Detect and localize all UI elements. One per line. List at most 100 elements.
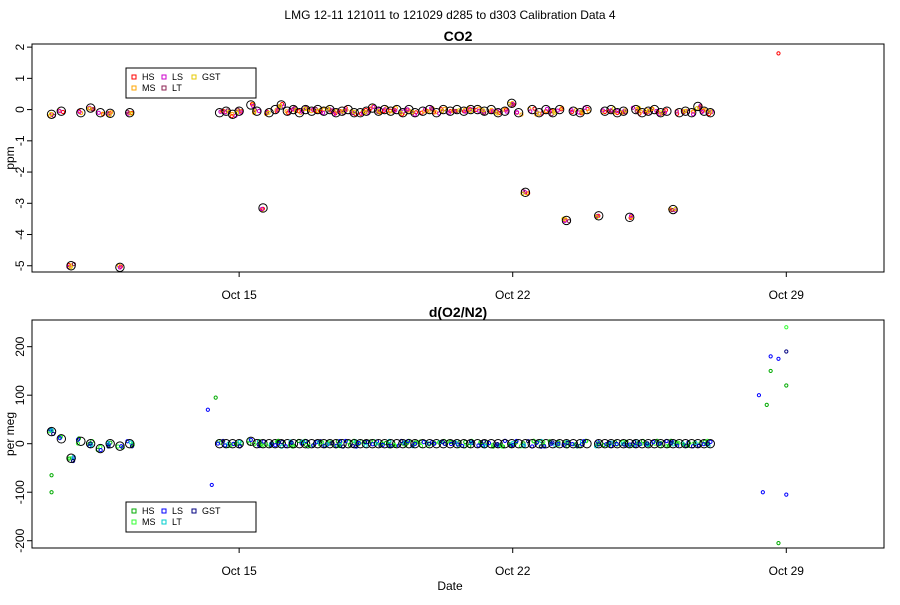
x-tick-label: Oct 22 xyxy=(495,288,531,302)
y-tick-label: 0 xyxy=(13,106,27,113)
data-point xyxy=(398,110,403,115)
mean-marker xyxy=(398,108,408,118)
data-point xyxy=(784,383,789,388)
y-tick-label: -3 xyxy=(13,198,27,209)
data-point xyxy=(556,441,561,446)
data-point xyxy=(426,441,431,446)
data-point xyxy=(504,109,509,114)
legend-label: GST xyxy=(202,72,221,82)
mean-marker xyxy=(520,439,531,449)
data-point xyxy=(469,440,474,445)
legend-label: GST xyxy=(202,506,221,516)
x-tick-label: Oct 22 xyxy=(495,564,531,578)
legend-swatch xyxy=(131,85,137,91)
mean-marker xyxy=(513,439,524,449)
mean-marker xyxy=(227,439,238,449)
data-point xyxy=(623,110,628,115)
mean-marker xyxy=(554,104,565,115)
data-point xyxy=(768,368,773,374)
data-point xyxy=(221,438,226,444)
data-point xyxy=(481,108,486,113)
legend-swatch xyxy=(161,519,167,525)
data-point xyxy=(75,441,81,446)
data-point xyxy=(237,439,242,444)
data-point xyxy=(645,441,650,446)
mean-marker xyxy=(325,104,335,115)
legend-box xyxy=(125,501,257,533)
mean-marker xyxy=(705,108,715,118)
legend-label: LT xyxy=(172,517,182,527)
mean-marker xyxy=(115,262,125,273)
x-tick-label: Oct 29 xyxy=(769,288,805,302)
mean-marker xyxy=(582,104,592,115)
data-point xyxy=(77,109,82,115)
mean-marker xyxy=(294,439,305,449)
data-point xyxy=(393,108,398,113)
data-point xyxy=(682,109,688,114)
x-tick-label: Oct 29 xyxy=(769,564,805,578)
mean-marker xyxy=(649,104,660,115)
mean-marker xyxy=(452,439,462,449)
mean-marker xyxy=(606,104,616,115)
mean-marker xyxy=(76,436,86,446)
data-point xyxy=(276,438,281,443)
mean-marker xyxy=(343,439,353,449)
y-tick-label: 200 xyxy=(13,336,27,356)
mean-marker xyxy=(234,106,244,116)
plot-frame xyxy=(31,319,885,549)
data-point xyxy=(49,490,54,495)
data-point xyxy=(371,104,376,110)
mean-marker xyxy=(56,434,67,444)
data-point xyxy=(690,109,695,114)
plot-frame xyxy=(31,43,885,273)
legend-swatch xyxy=(191,74,197,80)
data-point xyxy=(669,441,674,446)
mean-marker xyxy=(500,106,510,116)
data-point xyxy=(702,107,707,112)
data-point xyxy=(614,441,619,447)
mean-marker xyxy=(466,439,476,449)
mean-marker xyxy=(575,439,585,449)
legend-swatch xyxy=(131,74,137,80)
data-point xyxy=(306,443,311,449)
mean-marker xyxy=(705,439,715,449)
data-point xyxy=(87,106,92,111)
data-point xyxy=(651,440,656,445)
mean-marker xyxy=(258,203,268,213)
legend-box xyxy=(125,67,257,99)
mean-marker xyxy=(404,104,414,115)
mean-marker xyxy=(686,108,697,118)
mean-marker xyxy=(221,106,231,116)
y-axis-label: ppm xyxy=(3,146,17,169)
data-point xyxy=(256,108,262,114)
mean-marker xyxy=(56,106,67,116)
data-point xyxy=(277,103,283,109)
mean-marker xyxy=(507,98,517,109)
data-point xyxy=(215,441,221,446)
figure-title: LMG 12-11 121011 to 121029 d285 to d303 … xyxy=(284,8,615,22)
mean-marker xyxy=(674,439,684,449)
data-point xyxy=(447,110,452,115)
data-point xyxy=(266,110,271,115)
mean-marker xyxy=(520,187,531,198)
data-point xyxy=(662,110,668,115)
mean-marker xyxy=(76,108,86,118)
data-point xyxy=(230,111,235,117)
data-point xyxy=(57,436,62,441)
data-point xyxy=(238,110,243,115)
data-point xyxy=(48,111,54,117)
mean-marker xyxy=(459,439,469,449)
data-point xyxy=(476,106,481,111)
mean-marker xyxy=(686,439,697,449)
mean-marker xyxy=(288,439,299,449)
data-point xyxy=(600,108,606,113)
data-point xyxy=(514,110,520,115)
data-point xyxy=(119,444,124,449)
data-point xyxy=(209,482,214,488)
mean-marker xyxy=(655,108,666,118)
mean-marker xyxy=(294,108,305,118)
mean-marker xyxy=(392,104,402,115)
data-point xyxy=(694,106,700,111)
data-point xyxy=(756,393,762,398)
data-point xyxy=(784,492,789,497)
